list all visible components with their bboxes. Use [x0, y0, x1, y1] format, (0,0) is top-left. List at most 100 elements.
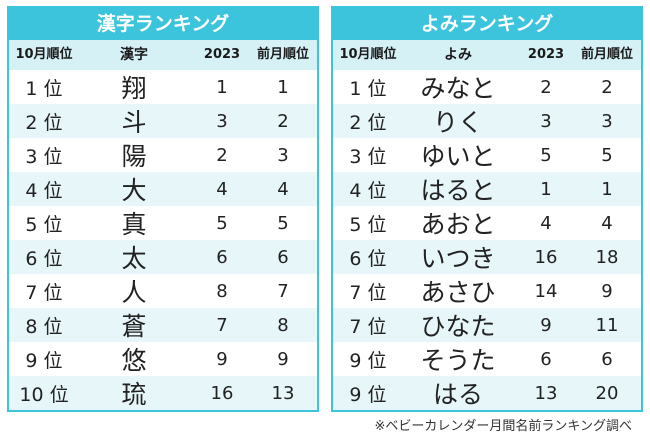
table-row: 3 位 ゆいと 5 5	[333, 138, 641, 172]
year-2023-rank-cell: 5	[216, 212, 228, 234]
table-row: 4 位 はると 1 1	[333, 172, 641, 206]
rank-cell: 4 位	[25, 179, 63, 202]
rank-cell: 6 位	[25, 247, 63, 270]
prev-month-rank-cell: 4	[601, 212, 613, 234]
table-row: 9 位 悠 9 9	[9, 342, 317, 376]
year-2023-rank-cell: 9	[216, 348, 228, 370]
header-2023: 2023	[527, 47, 565, 62]
prev-month-rank-cell: 4	[277, 178, 289, 200]
yomi-cell: ひなた	[420, 312, 496, 341]
kanji-cell: 陽	[121, 142, 147, 171]
header-2023: 2023	[203, 47, 241, 62]
kanji-cell: 悠	[121, 346, 147, 375]
kanji-cell: 琉	[121, 380, 147, 409]
table-row: 2 位 りく 3 3	[333, 104, 641, 138]
kanji-table-body: 1 位 翔 1 1 2 位 斗 3 2 3 位 陽 2 3 4 位 大 4 4 5 位 真 5 5 6 位 太 6 6 7 位 人…	[9, 70, 317, 410]
kanji-cell: 真	[121, 210, 147, 239]
table-row: 6 位 太 6 6	[9, 240, 317, 274]
table-row: 1 位 翔 1 1	[9, 70, 317, 104]
rank-cell: 2 位	[349, 111, 387, 134]
rank-cell: 9 位	[349, 383, 387, 406]
rank-cell: 6 位	[349, 247, 387, 270]
table-row: 7 位 人 8 7	[9, 274, 317, 308]
table-row: 7 位 あさひ 14 9	[333, 274, 641, 308]
prev-month-rank-cell: 9	[601, 280, 613, 302]
rank-cell: 3 位	[25, 145, 63, 168]
year-2023-rank-cell: 1	[216, 76, 228, 98]
table-row: 4 位 大 4 4	[9, 172, 317, 206]
table-row: 5 位 真 5 5	[9, 206, 317, 240]
table-row: 6 位 いつき 16 18	[333, 240, 641, 274]
rank-cell: 5 位	[349, 213, 387, 236]
year-2023-rank-cell: 9	[540, 314, 552, 336]
prev-month-rank-cell: 3	[277, 144, 289, 166]
year-2023-rank-cell: 4	[216, 178, 228, 200]
rank-cell: 2 位	[25, 111, 63, 134]
year-2023-rank-cell: 13	[534, 382, 558, 404]
rank-cell: 4 位	[349, 179, 387, 202]
prev-month-rank-cell: 18	[595, 246, 619, 268]
table-row: 3 位 陽 2 3	[9, 138, 317, 172]
rank-cell: 9 位	[349, 349, 387, 372]
kanji-cell: 斗	[121, 108, 147, 137]
prev-month-rank-cell: 1	[601, 178, 613, 200]
table-row: 9 位 そうた 6 6	[333, 342, 641, 376]
yomi-table-header: 10月順位 よみ 2023 前月順位	[333, 40, 641, 70]
header-kanji: 漢字	[120, 47, 148, 63]
prev-month-rank-cell: 6	[277, 246, 289, 268]
header-rank: 10月順位	[15, 47, 73, 62]
table-row: 2 位 斗 3 2	[9, 104, 317, 138]
table-row: 1 位 みなと 2 2	[333, 70, 641, 104]
rank-cell: 1 位	[25, 77, 63, 100]
yomi-table-body: 1 位みなと 2 2 2 位りく 3 3 3 位ゆいと 5 5 4 位はると 1 1 5 位あおと 4 4 6…	[333, 70, 641, 410]
yomi-ranking-table: よみランキング 10月順位 よみ 2023 前月順位 1 位 みなと 2 2 2 位 りく…	[331, 6, 643, 412]
rank-cell: 3 位	[349, 145, 387, 168]
yomi-ranking-title: よみランキング	[333, 8, 641, 40]
table-row: 7 位 ひなた 9 11	[333, 308, 641, 342]
prev-month-rank-cell: 1	[277, 76, 289, 98]
year-2023-rank-cell: 3	[216, 110, 228, 132]
kanji-table-header: 10月順位 漢字 2023 前月順位	[9, 40, 317, 70]
yomi-cell: ゆいと	[420, 142, 496, 171]
rank-cell: 8 位	[25, 315, 63, 338]
kanji-cell: 蒼	[121, 312, 147, 341]
year-2023-rank-cell: 14	[534, 280, 558, 302]
table-row: 8 位 蒼 7 8	[9, 308, 317, 342]
prev-month-rank-cell: 11	[595, 314, 619, 336]
prev-month-rank-cell: 13	[271, 382, 295, 404]
prev-month-rank-cell: 9	[277, 348, 289, 370]
yomi-cell: はると	[420, 176, 496, 205]
year-2023-rank-cell: 3	[540, 110, 552, 132]
year-2023-rank-cell: 5	[540, 144, 552, 166]
header-prev-rank: 前月順位	[256, 47, 309, 62]
rank-cell: 5 位	[25, 213, 63, 236]
rank-cell: 7 位	[349, 315, 387, 338]
rank-cell: 7 位	[349, 281, 387, 304]
year-2023-rank-cell: 2	[540, 76, 552, 98]
kanji-cell: 翔	[121, 74, 147, 103]
yomi-cell: いつき	[420, 244, 496, 273]
prev-month-rank-cell: 5	[601, 144, 613, 166]
header-prev-rank: 前月順位	[580, 47, 633, 62]
kanji-cell: 太	[121, 244, 147, 273]
header-yomi: よみ	[444, 47, 472, 63]
yomi-cell: そうた	[420, 346, 496, 375]
table-row: 10 位 琉 16 13	[9, 376, 317, 410]
rank-cell: 7 位	[25, 281, 63, 304]
rank-cell: 10 位	[19, 383, 69, 406]
year-2023-rank-cell: 16	[534, 246, 558, 268]
prev-month-rank-cell: 5	[277, 212, 289, 234]
kanji-ranking-title: 漢字ランキング	[9, 8, 317, 40]
prev-month-rank-cell: 6	[601, 348, 613, 370]
prev-month-rank-cell: 2	[277, 110, 289, 132]
kanji-cell: 人	[121, 278, 147, 307]
source-footnote: ※ベビーカレンダー月間名前ランキング調べ	[374, 419, 632, 434]
prev-month-rank-cell: 3	[601, 110, 613, 132]
year-2023-rank-cell: 6	[216, 246, 228, 268]
year-2023-rank-cell: 4	[540, 212, 552, 234]
prev-month-rank-cell: 2	[601, 76, 613, 98]
rank-cell: 9 位	[25, 349, 63, 372]
prev-month-rank-cell: 8	[277, 314, 289, 336]
table-row: 5 位 あおと 4 4	[333, 206, 641, 240]
year-2023-rank-cell: 8	[216, 280, 228, 302]
